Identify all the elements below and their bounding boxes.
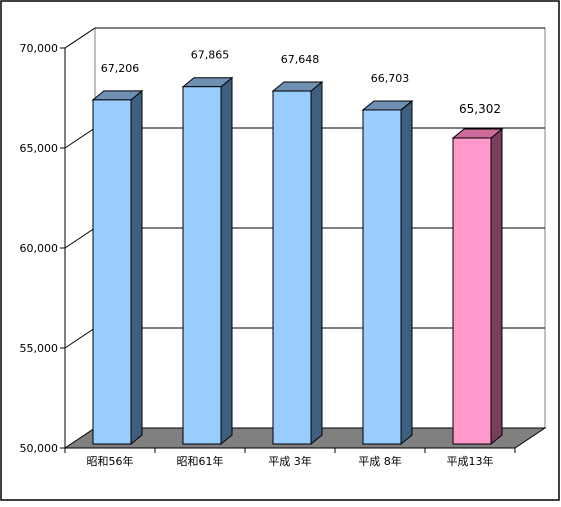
x-tick-label: 昭和61年 xyxy=(177,454,224,468)
gridline xyxy=(64,27,545,49)
bar-series xyxy=(91,76,504,446)
y-tick-label: 60,000 xyxy=(20,242,59,255)
value-labels: 67,206 67,865 67,648 66,703 65,302 xyxy=(101,49,501,116)
bar-front xyxy=(182,86,222,445)
bar-side xyxy=(400,99,413,446)
y-tick-label: 50,000 xyxy=(20,442,59,455)
bar-front xyxy=(92,99,132,445)
y-tick-label: 70,000 xyxy=(20,42,59,55)
bar-side xyxy=(220,76,233,446)
value-label: 67,206 xyxy=(101,62,140,75)
y-tick-label: 55,000 xyxy=(20,342,59,355)
bar-front xyxy=(272,90,312,445)
bar-front xyxy=(452,137,492,445)
x-tick-label: 昭和56年 xyxy=(87,454,134,468)
x-tick-label: 平成 8年 xyxy=(358,454,402,468)
bar-side xyxy=(310,80,323,446)
bar xyxy=(361,99,414,446)
bar xyxy=(91,89,144,446)
bar-side xyxy=(130,89,143,446)
bar-side xyxy=(490,127,503,446)
y-tick-label: 65,000 xyxy=(20,142,59,155)
x-axis-ticks: 昭和56年 昭和61年 平成 3年 平成 8年 平成13年 xyxy=(64,447,516,468)
bar xyxy=(181,76,234,446)
x-tick-label: 平成 3年 xyxy=(268,454,312,468)
bar-front xyxy=(362,109,402,445)
y-axis-ticks: 50,000 55,000 60,000 65,000 70,000 xyxy=(20,42,66,455)
value-label: 67,648 xyxy=(281,53,320,66)
value-label: 66,703 xyxy=(371,72,410,85)
value-label: 67,865 xyxy=(191,49,230,62)
x-tick-label: 平成13年 xyxy=(447,454,494,468)
bar xyxy=(451,127,504,446)
value-label: 65,302 xyxy=(459,102,501,116)
bar xyxy=(271,80,324,446)
